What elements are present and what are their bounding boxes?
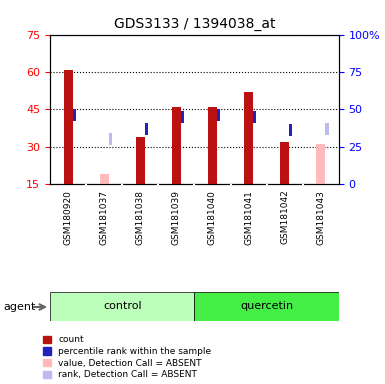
Title: GDS3133 / 1394038_at: GDS3133 / 1394038_at: [114, 17, 275, 31]
Bar: [194, 292, 339, 321]
Bar: [217, 109, 220, 121]
Bar: [289, 124, 293, 136]
Bar: [136, 137, 145, 184]
Bar: [244, 92, 253, 184]
Legend: count, percentile rank within the sample, value, Detection Call = ABSENT, rank, : count, percentile rank within the sample…: [43, 335, 211, 379]
Text: GSM181039: GSM181039: [172, 190, 181, 245]
Bar: [73, 109, 76, 121]
Bar: [181, 111, 184, 123]
Text: GSM181041: GSM181041: [244, 190, 253, 245]
Bar: [253, 111, 256, 123]
Bar: [325, 123, 328, 135]
Text: GSM181042: GSM181042: [280, 190, 289, 245]
Bar: [208, 107, 217, 184]
Bar: [109, 133, 112, 146]
Text: GSM181040: GSM181040: [208, 190, 217, 245]
Bar: [50, 292, 194, 321]
Bar: [316, 144, 325, 184]
Bar: [100, 174, 109, 184]
Text: control: control: [103, 301, 142, 311]
Bar: [145, 123, 148, 135]
Text: GSM181043: GSM181043: [316, 190, 325, 245]
Text: GSM181037: GSM181037: [100, 190, 109, 245]
Bar: [280, 142, 289, 184]
Text: quercetin: quercetin: [240, 301, 293, 311]
Text: GSM181038: GSM181038: [136, 190, 145, 245]
Bar: [172, 107, 181, 184]
Bar: [64, 70, 73, 184]
Text: GSM180920: GSM180920: [64, 190, 73, 245]
Text: agent: agent: [4, 302, 36, 312]
